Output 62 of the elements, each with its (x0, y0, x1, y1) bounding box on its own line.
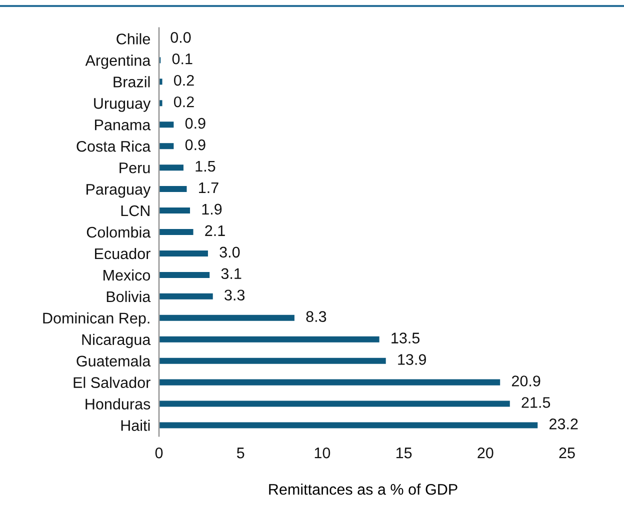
x-tick-label: 20 (478, 448, 494, 458)
data-label: 3.3 (224, 290, 245, 301)
data-label: 8.3 (306, 311, 326, 322)
bar (159, 164, 184, 171)
bar (159, 208, 190, 214)
y-tick-label: Panama (95, 120, 151, 130)
y-tick-label: Nicaragua (82, 334, 151, 348)
data-label: 0.0 (170, 32, 191, 43)
bar (159, 143, 174, 150)
bar (159, 100, 162, 106)
x-axis-title: Remittances as a % of GDP (269, 484, 458, 495)
data-label: 0.9 (185, 118, 206, 129)
y-tick-label: Paraguay (86, 184, 151, 198)
data-label: 21.5 (522, 397, 550, 408)
bar (159, 272, 210, 278)
y-tick-label: Ecuador (95, 248, 150, 260)
bar (159, 228, 194, 236)
bar (159, 122, 174, 128)
bar (159, 400, 510, 407)
data-label: 0.2 (174, 96, 194, 108)
y-tick-label: Peru (120, 162, 150, 174)
y-tick-label: Dominican Rep. (43, 312, 150, 327)
data-label: 13.5 (392, 332, 420, 344)
bar (159, 250, 208, 256)
data-label: 1.7 (199, 182, 218, 194)
x-tick-label: 5 (236, 448, 244, 458)
data-label: 20.9 (512, 376, 540, 386)
y-tick-label: LCN (121, 205, 150, 216)
y-tick-label: Uruguay (94, 98, 151, 112)
bar (159, 314, 294, 321)
x-tick-label: 15 (396, 448, 412, 458)
x-tick-label: 10 (314, 448, 330, 458)
bar (159, 186, 187, 192)
y-tick-label: Guatemala (76, 355, 151, 367)
data-label: 2.1 (205, 225, 225, 236)
y-tick-label: Argentina (85, 54, 151, 69)
data-label: 0.2 (174, 74, 194, 86)
bar (159, 379, 500, 386)
data-label: 3.1 (221, 268, 242, 280)
y-tick-label: Mexico (104, 269, 150, 281)
bar (159, 422, 538, 428)
bar (159, 336, 380, 342)
bar (159, 358, 386, 364)
x-tick-label: 0 (155, 448, 163, 458)
data-label: 1.5 (196, 161, 216, 172)
data-label: 0.1 (172, 53, 192, 64)
x-tick-label: 25 (559, 448, 575, 458)
y-tick-label: Colombia (86, 226, 151, 238)
data-label: 3.0 (220, 246, 240, 258)
y-tick-label: El Salvador (74, 376, 150, 388)
bar (159, 293, 213, 300)
y-tick-label: Brazil (114, 76, 150, 88)
y-tick-label: Bolivia (106, 290, 151, 302)
data-label: 13.9 (398, 354, 426, 365)
data-label: 0.9 (185, 139, 206, 150)
bar (159, 78, 162, 85)
y-tick-label: Chile (116, 33, 150, 44)
data-label: 1.9 (202, 204, 222, 215)
data-label: 23.2 (550, 418, 578, 430)
y-tick-label: Costa Rica (76, 140, 151, 152)
y-tick-label: Haiti (121, 420, 150, 431)
y-tick-label: Honduras (86, 398, 150, 410)
